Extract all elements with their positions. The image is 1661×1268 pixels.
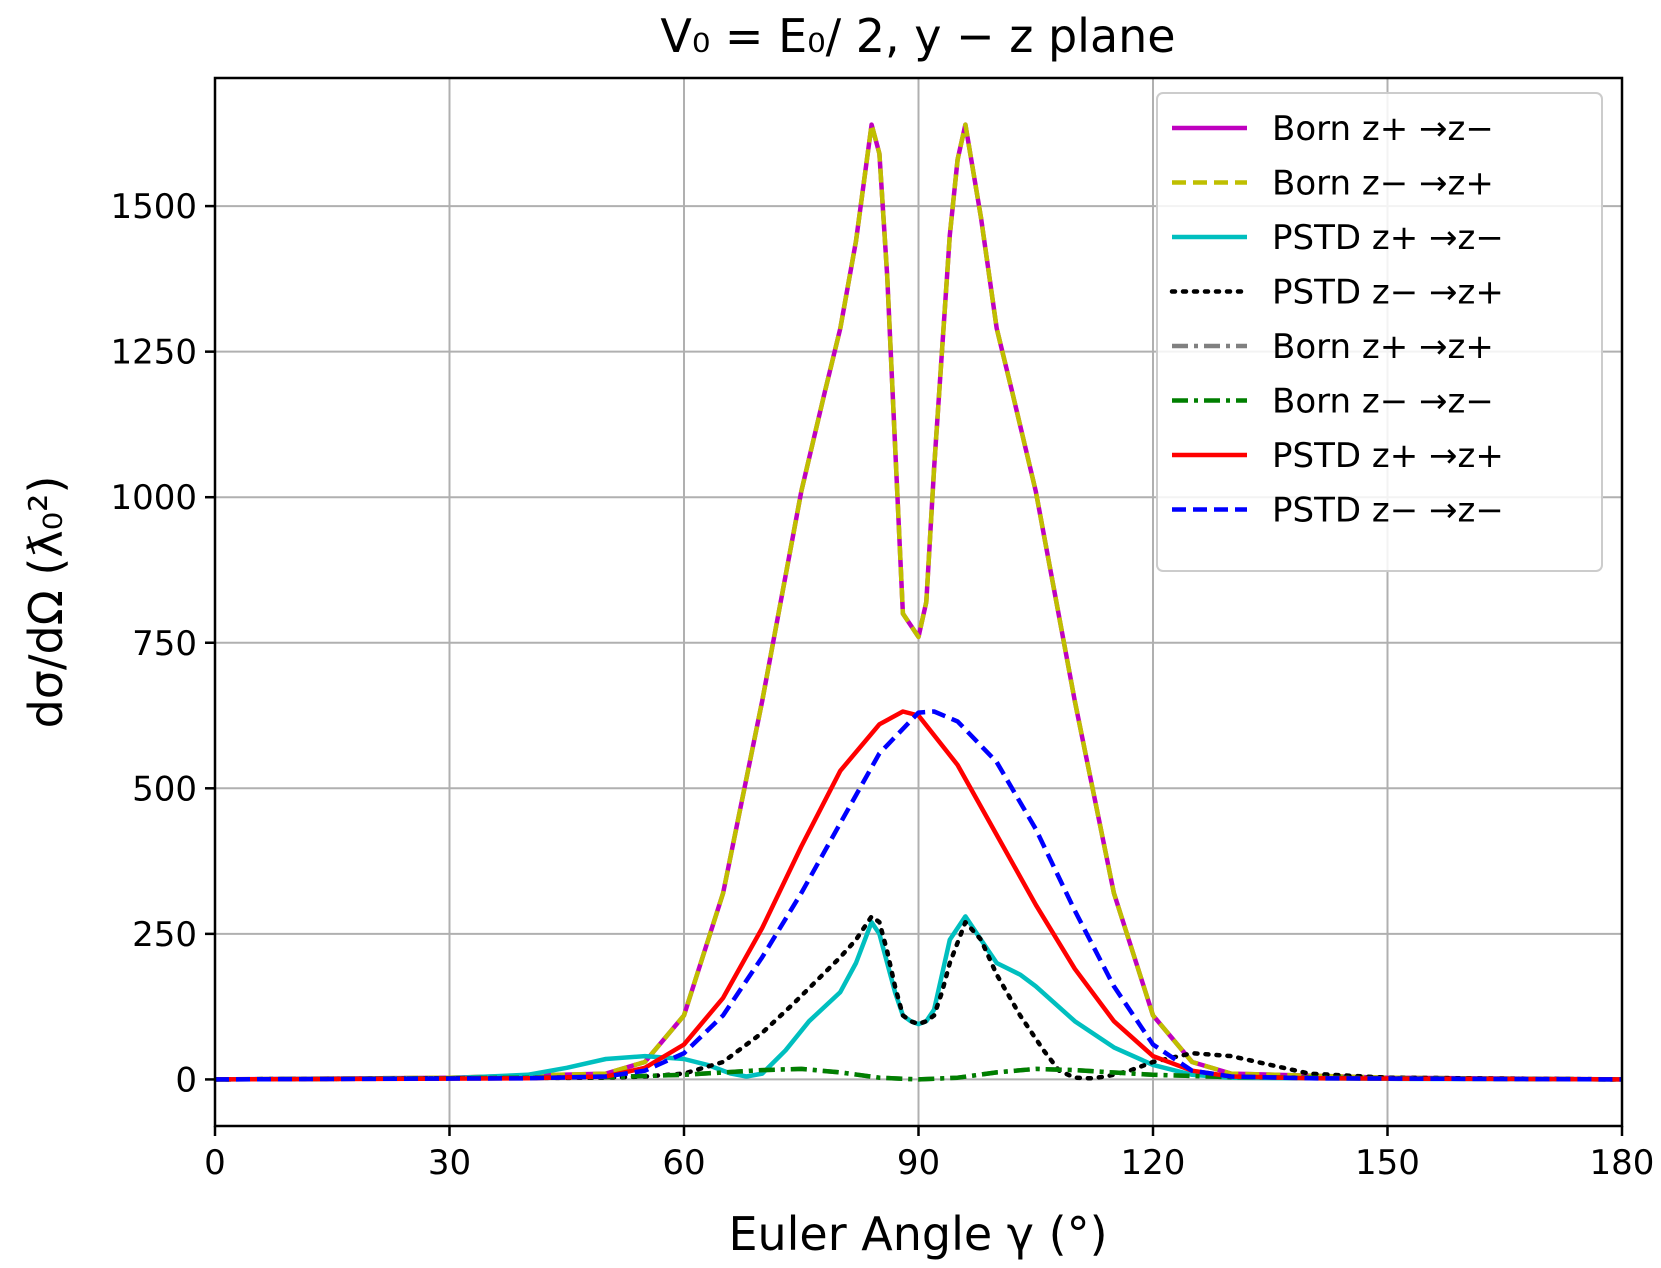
series-layer [215, 122, 1622, 1082]
series-line [215, 709, 1622, 1082]
y-axis-label: dσ/dΩ (ƛ₀²) [19, 476, 73, 729]
x-tick-label: 60 [662, 1143, 705, 1183]
series-line [215, 1066, 1622, 1082]
legend-label: PSTD z− →z+ [1272, 273, 1504, 313]
y-tick-label: 250 [132, 915, 197, 955]
y-tick-label: 0 [175, 1060, 197, 1100]
x-tick-label: 30 [428, 1143, 471, 1183]
x-axis-label: Euler Angle γ (°) [728, 1207, 1107, 1261]
series-line [215, 122, 1622, 1082]
y-tick-label: 1250 [110, 333, 197, 373]
y-tick-label: 1500 [110, 187, 197, 227]
legend-label: PSTD z+ →z+ [1272, 436, 1504, 476]
legend-label: Born z− →z− [1272, 382, 1494, 422]
x-tick-label: 150 [1355, 1143, 1420, 1183]
y-tick-label: 1000 [110, 478, 197, 518]
legend-label: PSTD z+ →z− [1272, 218, 1504, 258]
ticks: 0 30 60 90 120 150 180 0 250 500 750 1000 1250 1500 [110, 187, 1654, 1183]
legend-label: PSTD z− →z− [1272, 491, 1504, 531]
series-line [215, 709, 1622, 1082]
x-tick-label: 180 [1590, 1143, 1655, 1183]
legend-label: Born z+ →z− [1272, 109, 1494, 149]
x-tick-label: 0 [204, 1143, 226, 1183]
y-tick-label: 750 [132, 624, 197, 664]
series-line [215, 914, 1622, 1082]
chart-title: V₀ = E₀/ 2, y − z plane [660, 9, 1175, 63]
legend-box [1156, 92, 1603, 572]
legend-label: Born z− →z+ [1272, 164, 1494, 204]
x-tick-label: 120 [1121, 1143, 1186, 1183]
x-tick-label: 90 [897, 1143, 940, 1183]
legend: Born z+ →z− Born z− →z+ PSTD z+ →z− PSTD z−… [1156, 92, 1603, 572]
legend-label: Born z+ →z+ [1272, 327, 1494, 367]
y-tick-label: 500 [132, 769, 197, 809]
